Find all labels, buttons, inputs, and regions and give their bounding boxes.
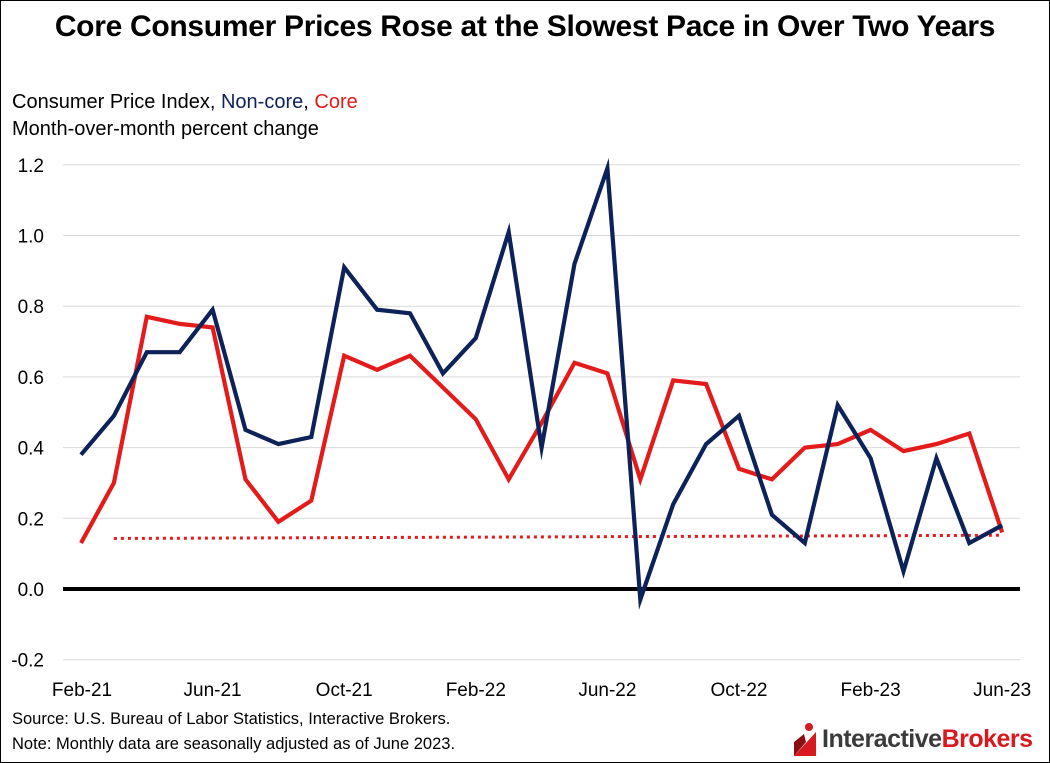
series-line-non-core [79,158,1004,610]
y-tick-label: -0.2 [11,651,44,672]
legend-noncore: Non-core [220,91,304,113]
chart-title: Core Consumer Prices Rose at the Slowest… [54,10,996,43]
y-tick-label: 1.0 [18,227,44,248]
y-tick-label: 0.0 [18,580,44,601]
core-trend-line [113,533,1003,540]
x-tick-label: Jun-22 [578,680,636,701]
logo-mark-icon [794,723,816,756]
chart-subtitle-units: Month-over-month percent change [12,118,319,140]
y-axis-labels: 1.2 1.0 0.8 0.6 0.4 0.2 0.0 -0.2 [11,156,44,672]
series-lines [79,158,1005,610]
logo-text-interactive: Interactive [822,724,942,753]
seasonal-note: Note: Monthly data are seasonally adjust… [12,735,456,753]
x-tick-label: Oct-21 [316,680,373,701]
trend-line-dotted [113,533,1003,540]
y-tick-label: 0.4 [18,439,45,460]
x-tick-label: Jun-23 [973,680,1031,701]
x-tick-label: Oct-22 [710,680,767,701]
chart-subtitle-series: Consumer Price Index, Non-core, Core [12,91,358,114]
x-tick-label: Feb-22 [446,680,506,701]
y-tick-label: 1.2 [18,156,44,177]
legend-core: Core [314,91,358,113]
grid-lines [63,164,1020,661]
x-tick-label: Jun-21 [184,680,242,701]
series-line-core [79,314,1005,545]
x-tick-label: Feb-21 [52,680,112,701]
y-tick-label: 0.6 [18,368,44,389]
x-tick-label: Feb-23 [840,680,900,701]
x-axis-labels: Feb-21 Jun-21 Oct-21 Feb-22 Jun-22 Oct-22 Feb-… [52,680,1031,701]
subtitle-separator: , [303,91,315,113]
interactive-brokers-logo: InteractiveBrokers [792,722,1033,756]
subtitle-prefix: Consumer Price Index, [12,91,221,113]
y-tick-label: 0.2 [18,509,44,530]
logo-text-brokers: Brokers [941,724,1034,753]
source-note: Source: U.S. Bureau of Labor Statistics,… [12,710,451,728]
y-tick-label: 0.8 [18,297,44,318]
